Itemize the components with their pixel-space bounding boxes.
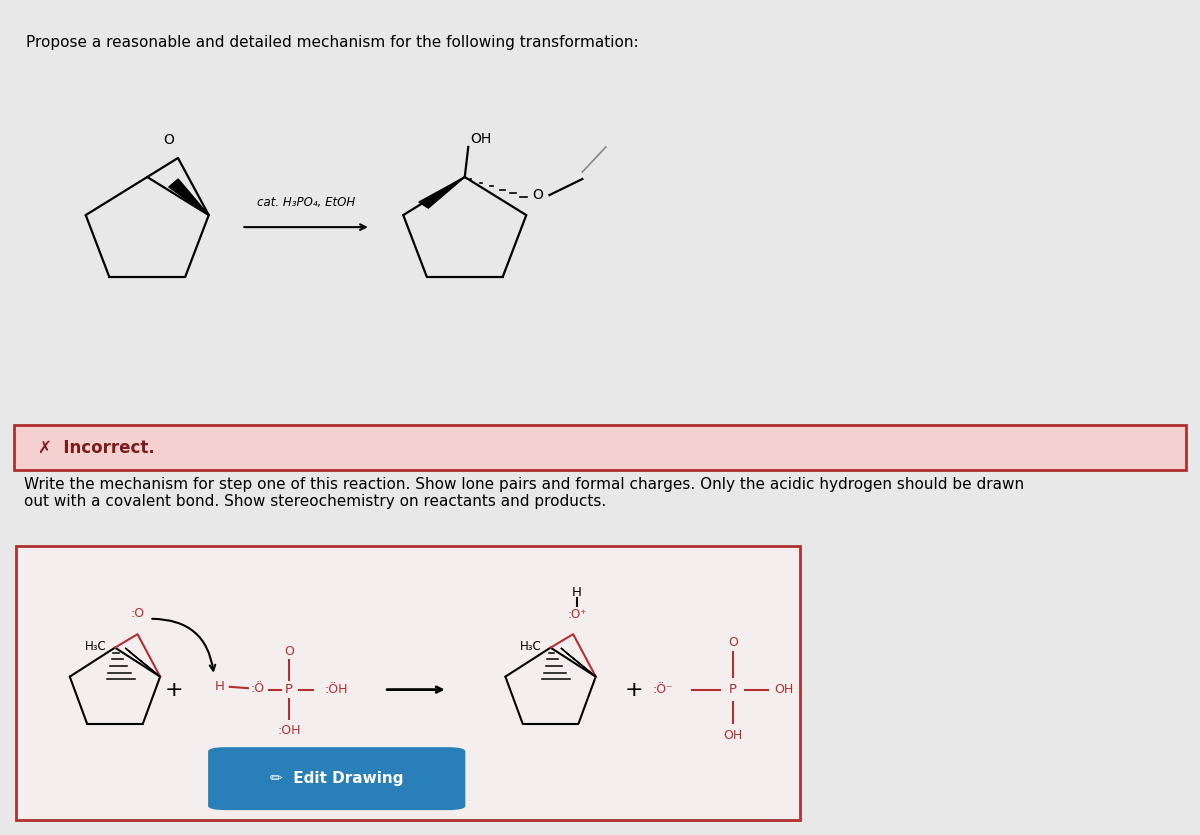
Text: :Ö⁻: :Ö⁻	[653, 683, 673, 696]
Text: +: +	[624, 680, 643, 700]
Polygon shape	[169, 179, 209, 215]
Text: :O: :O	[131, 607, 145, 620]
Text: O: O	[533, 188, 544, 202]
Text: OH: OH	[470, 132, 492, 146]
FancyBboxPatch shape	[14, 425, 1186, 470]
Text: ✏  Edit Drawing: ✏ Edit Drawing	[270, 772, 403, 786]
Text: OH: OH	[724, 729, 743, 741]
Polygon shape	[560, 648, 595, 676]
Text: +: +	[166, 680, 184, 700]
Text: P: P	[728, 683, 737, 696]
Text: O: O	[727, 635, 738, 649]
Text: :Ö: :Ö	[251, 681, 264, 695]
Text: ✗  Incorrect.: ✗ Incorrect.	[38, 438, 155, 457]
Text: H₃C: H₃C	[84, 640, 107, 653]
Text: Propose a reasonable and detailed mechanism for the following transformation:: Propose a reasonable and detailed mechan…	[26, 35, 638, 50]
Text: Write the mechanism for step one of this reaction. Show lone pairs and formal ch: Write the mechanism for step one of this…	[24, 477, 1024, 509]
Text: :OH: :OH	[277, 724, 301, 736]
Text: O: O	[284, 645, 294, 658]
Polygon shape	[125, 648, 160, 676]
Text: :O⁺: :O⁺	[568, 608, 587, 621]
Text: H₃C: H₃C	[520, 640, 542, 653]
Text: H: H	[572, 585, 582, 599]
Text: :ÖH: :ÖH	[325, 683, 348, 696]
Text: P: P	[286, 683, 293, 696]
FancyBboxPatch shape	[16, 545, 800, 820]
FancyBboxPatch shape	[208, 747, 466, 810]
Text: cat. H₃PO₄, EtOH: cat. H₃PO₄, EtOH	[257, 196, 355, 209]
Text: OH: OH	[774, 683, 793, 696]
Text: H: H	[215, 680, 224, 692]
Text: O: O	[163, 133, 174, 147]
Polygon shape	[419, 177, 464, 208]
